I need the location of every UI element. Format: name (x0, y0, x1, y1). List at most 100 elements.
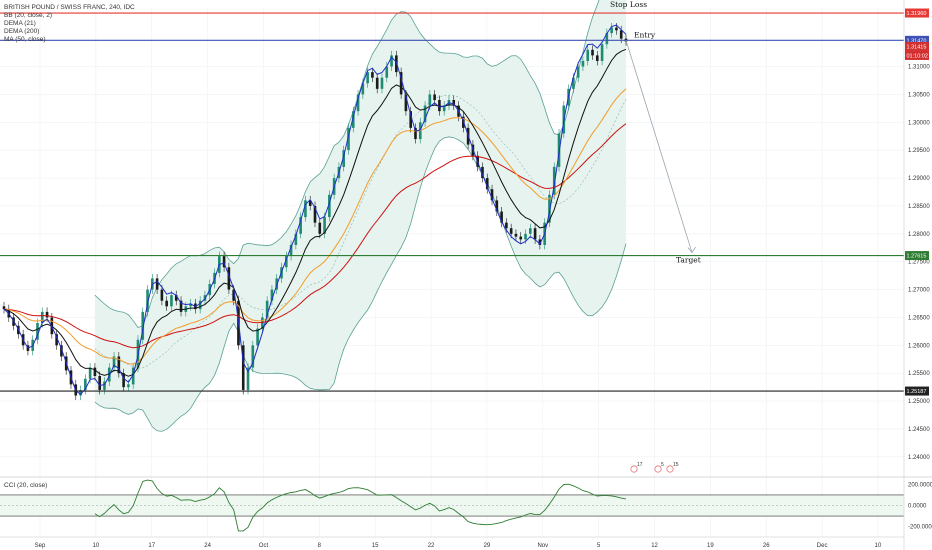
candle[interactable] (117, 352, 121, 378)
candle[interactable] (423, 101, 427, 127)
chart-events[interactable]: 17 5 15 (630, 462, 679, 473)
candle[interactable] (40, 307, 44, 328)
candle[interactable] (380, 73, 384, 94)
candle[interactable] (399, 67, 403, 99)
candle[interactable] (313, 201, 317, 228)
candle[interactable] (610, 23, 613, 38)
candle[interactable] (122, 368, 125, 392)
time-tick-label: 24 (204, 543, 211, 549)
candle[interactable] (519, 232, 523, 244)
candle[interactable] (591, 45, 594, 60)
candle[interactable] (529, 223, 532, 239)
time-tick-label: 17 (148, 543, 155, 549)
time-axis[interactable]: Sep 10 17 24 Oct 8 15 22 29 Nov 5 12 19 26 Dec 10 (35, 543, 882, 549)
candle[interactable] (284, 251, 288, 272)
candle[interactable] (189, 299, 192, 311)
event-marker[interactable]: 15 (666, 462, 679, 473)
candle[interactable] (170, 290, 173, 311)
projection-arrow[interactable] (625, 40, 693, 253)
candle[interactable] (375, 73, 379, 94)
candle[interactable] (160, 285, 164, 306)
candle[interactable] (533, 223, 537, 244)
candle[interactable] (299, 212, 302, 239)
candle[interactable] (227, 262, 231, 295)
time-tick-label: 12 (651, 543, 658, 549)
candle[interactable] (55, 329, 58, 350)
candle[interactable] (351, 106, 355, 133)
candle[interactable] (174, 290, 178, 306)
candle[interactable] (251, 340, 255, 373)
candle[interactable] (538, 234, 542, 250)
candle[interactable] (390, 50, 393, 72)
candle[interactable] (356, 89, 360, 116)
cci-axis[interactable]: 200.0000 0.0000 -200.0000 (908, 482, 932, 530)
candle[interactable] (552, 162, 556, 200)
candle[interactable] (514, 229, 518, 242)
candle[interactable] (2, 301, 6, 314)
candle[interactable] (265, 296, 269, 322)
candle[interactable] (576, 62, 580, 83)
indicator-ma-50[interactable]: MA (50, close) (4, 36, 46, 43)
candle[interactable] (112, 352, 116, 373)
candle[interactable] (371, 67, 374, 83)
candle[interactable] (414, 123, 417, 144)
candle[interactable] (131, 363, 135, 389)
candle[interactable] (155, 273, 159, 295)
candle[interactable] (442, 101, 446, 116)
candle[interactable] (141, 307, 145, 345)
candle[interactable] (198, 296, 202, 314)
candle-body (112, 356, 116, 368)
candle-body (155, 278, 159, 290)
candle[interactable] (452, 95, 456, 111)
candle[interactable] (600, 39, 604, 66)
candle[interactable] (485, 173, 489, 194)
candle-body (485, 178, 489, 190)
candle[interactable] (595, 50, 599, 66)
indicator-dema-200[interactable]: DEMA (200) (4, 28, 39, 35)
candle[interactable] (328, 190, 331, 222)
indicator-dema-21[interactable]: DEMA (21) (4, 20, 36, 27)
candle[interactable] (60, 340, 63, 361)
candle[interactable] (586, 45, 590, 66)
levels[interactable]: Stop Loss Entry Target (0, 0, 904, 392)
candle[interactable] (308, 195, 312, 211)
candle[interactable] (342, 145, 346, 172)
candle[interactable] (490, 184, 494, 205)
candle[interactable] (409, 106, 412, 133)
candle[interactable] (146, 285, 149, 317)
candle[interactable] (246, 363, 250, 395)
candle[interactable] (36, 318, 39, 345)
event-marker[interactable]: 5 (654, 462, 664, 473)
candle[interactable] (107, 363, 111, 387)
candle[interactable] (500, 207, 503, 228)
candle[interactable] (481, 162, 484, 183)
price-badges: 1.31960 1.31470 1.27615 1.25187 1.31415 01:10… (905, 8, 929, 396)
candle[interactable] (261, 312, 264, 334)
indicator-bb[interactable]: BB (20, close, 2) (4, 12, 52, 19)
candle[interactable] (256, 324, 259, 350)
candle[interactable] (581, 56, 585, 72)
candle[interactable] (270, 285, 274, 306)
candle[interactable] (222, 251, 226, 272)
candle[interactable] (347, 123, 350, 155)
candle[interactable] (165, 296, 168, 311)
candle[interactable] (433, 89, 436, 105)
event-marker[interactable]: 17 (630, 462, 643, 473)
candle[interactable] (318, 218, 322, 239)
candle[interactable] (241, 340, 245, 395)
candle[interactable] (495, 195, 499, 216)
candle[interactable] (79, 385, 82, 400)
price-tick-label: 1.29500 (908, 148, 930, 154)
candle[interactable] (304, 195, 307, 222)
candle[interactable] (605, 28, 609, 49)
candle[interactable] (179, 296, 183, 317)
target-label: Target (676, 256, 701, 265)
price-axis[interactable]: 1.31000 1.30500 1.30000 1.29500 1.29000 1.285… (908, 65, 930, 461)
candle[interactable] (294, 229, 298, 250)
candle[interactable] (438, 95, 441, 116)
candle[interactable] (289, 240, 293, 261)
cci-label[interactable]: CCI (20, close) (4, 482, 47, 489)
cci-tick-label: -200.0000 (908, 525, 932, 531)
candle[interactable] (93, 363, 97, 381)
